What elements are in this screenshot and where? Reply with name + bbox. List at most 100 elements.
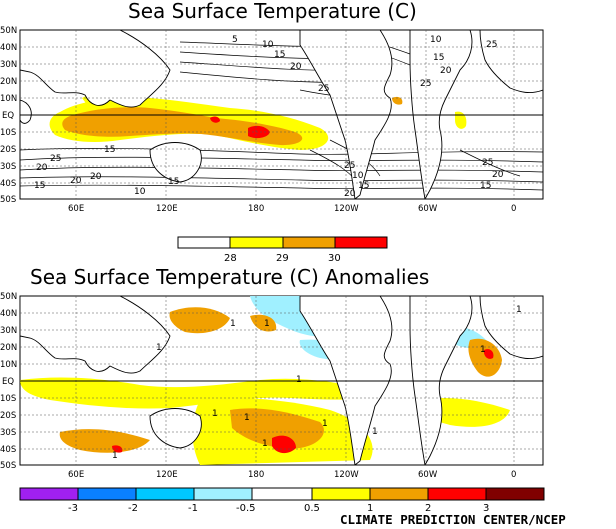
svg-text:0: 0: [511, 204, 516, 214]
svg-text:40N: 40N: [0, 43, 17, 53]
svg-text:15: 15: [358, 181, 369, 191]
svg-text:120W: 120W: [334, 470, 359, 480]
svg-text:50S: 50S: [0, 461, 16, 471]
colorbar2-swatch-5: [311, 487, 371, 501]
colorbar2-swatch-8: [485, 487, 545, 501]
colorbar2-label-7: 3: [483, 503, 489, 514]
colorbar1-swatch-1: [229, 236, 284, 249]
colorbar2-swatch-6: [369, 487, 429, 501]
colorbar1-swatch-2: [282, 236, 336, 249]
warm-spot-carib: [392, 96, 403, 105]
anom-warm-satl: [419, 398, 510, 427]
svg-text:20S: 20S: [0, 411, 16, 421]
panel2-lat-labels: 50N 40N 30N 20N 10N EQ 10S 20S 30S 40S 5…: [0, 292, 17, 471]
svg-text:40S: 40S: [0, 445, 16, 455]
panel1-colorbar: 28 29 30: [177, 236, 388, 264]
svg-text:15: 15: [433, 53, 444, 63]
panel1-map: 5 10 15 20 25 10 15 20 25 15 20 25 15 20…: [0, 26, 544, 214]
svg-text:1: 1: [372, 427, 378, 437]
anom-warm-s2: [230, 408, 324, 449]
svg-text:50N: 50N: [0, 292, 17, 302]
anom-warm-natl2: [483, 349, 494, 359]
svg-text:EQ: EQ: [2, 377, 14, 387]
svg-text:60W: 60W: [418, 470, 438, 480]
svg-text:10N: 10N: [0, 360, 17, 370]
svg-text:20N: 20N: [0, 77, 17, 87]
credit-text: CLIMATE PREDICTION CENTER/NCEP: [340, 512, 566, 527]
svg-text:1: 1: [230, 319, 236, 329]
panel2-map: 1 1 1 1 1 1 1 1 1 1 1 1 50N 40N 30N 20N …: [0, 292, 544, 480]
svg-text:25: 25: [318, 84, 329, 94]
warm-pool-30: [248, 125, 270, 139]
svg-text:60W: 60W: [418, 204, 438, 214]
svg-text:25: 25: [486, 40, 497, 50]
anom-warm-nwpac: [169, 307, 230, 334]
anom-warm-s3: [272, 435, 296, 454]
svg-text:1: 1: [264, 319, 270, 329]
panel1-land: [20, 30, 543, 199]
svg-text:5: 5: [232, 35, 238, 45]
colorbar2-swatch-1: [77, 487, 137, 501]
svg-text:0: 0: [511, 470, 516, 480]
panel2-colorbar: -3 -2 -1 -0.5 0.5 1 2 3: [19, 487, 545, 514]
panel2-lon-labels: 60E 120E 180 120W 60W 0: [68, 470, 516, 480]
colorbar2-label-1: -2: [128, 503, 138, 514]
svg-text:50S: 50S: [0, 195, 16, 205]
svg-text:20: 20: [344, 189, 356, 199]
colorbar2-label-4: 0.5: [304, 503, 320, 514]
warm-pool-30b: [210, 116, 220, 123]
svg-text:30N: 30N: [0, 326, 17, 336]
svg-text:15: 15: [104, 145, 115, 155]
panel1-title: Sea Surface Temperature (C): [128, 0, 417, 23]
svg-text:25: 25: [344, 161, 355, 171]
svg-text:60E: 60E: [68, 204, 84, 214]
svg-text:1: 1: [296, 375, 302, 385]
colorbar2-label-0: -3: [68, 503, 78, 514]
colorbar2-swatch-3: [193, 487, 253, 501]
svg-text:15: 15: [274, 50, 285, 60]
svg-text:20: 20: [90, 172, 102, 182]
panel1-contour-labels: 5 10 15 20 25 10 15 20 25 15 20 25 15 20…: [34, 35, 504, 199]
svg-text:1: 1: [112, 451, 118, 461]
svg-text:15: 15: [34, 181, 45, 191]
svg-text:30N: 30N: [0, 60, 17, 70]
colorbar2-swatch-0: [19, 487, 79, 501]
svg-text:15: 15: [480, 181, 491, 191]
colorbar2-label-5: 1: [367, 503, 373, 514]
svg-text:1: 1: [262, 439, 268, 449]
svg-text:10: 10: [134, 187, 146, 197]
svg-text:120E: 120E: [156, 470, 178, 480]
svg-text:25: 25: [420, 79, 431, 89]
svg-text:15: 15: [168, 177, 179, 187]
svg-text:30S: 30S: [0, 428, 16, 438]
svg-text:10S: 10S: [0, 128, 16, 138]
svg-text:10: 10: [430, 35, 442, 45]
svg-text:20: 20: [492, 170, 504, 180]
svg-text:10: 10: [262, 40, 274, 50]
colorbar2-label-2: -1: [188, 503, 198, 514]
svg-text:25: 25: [50, 154, 61, 164]
svg-text:20: 20: [290, 62, 302, 72]
colorbar2-swatch-4: [251, 487, 313, 501]
anom-warm-band-eq: [20, 377, 380, 409]
svg-text:180: 180: [248, 470, 264, 480]
colorbar1-swatch-3: [334, 236, 388, 249]
colorbar1-label-29: 29: [276, 253, 289, 264]
svg-text:EQ: EQ: [2, 111, 14, 121]
svg-text:20: 20: [36, 163, 48, 173]
svg-text:25: 25: [482, 158, 493, 168]
colorbar2-swatch-2: [135, 487, 195, 501]
svg-text:1: 1: [212, 409, 218, 419]
svg-text:20S: 20S: [0, 145, 16, 155]
svg-text:1: 1: [480, 345, 486, 355]
svg-text:20: 20: [440, 66, 452, 76]
colorbar1-label-30: 30: [328, 253, 341, 264]
svg-text:20: 20: [70, 176, 82, 186]
warm-spot-atl: [455, 111, 467, 129]
svg-text:40S: 40S: [0, 179, 16, 189]
svg-text:30S: 30S: [0, 162, 16, 172]
svg-text:180: 180: [248, 204, 264, 214]
svg-text:10: 10: [352, 171, 364, 181]
panel1-lon-labels: 60E 120E 180 120W 60W 0: [68, 204, 516, 214]
